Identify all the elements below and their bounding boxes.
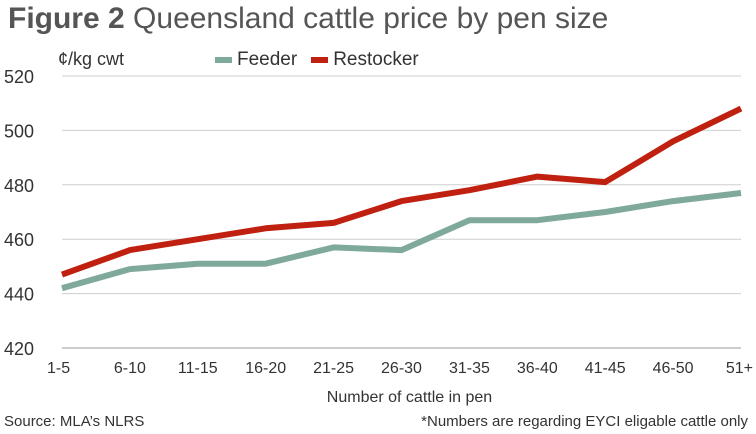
- legend: Feeder Restocker: [215, 49, 433, 71]
- legend-item-restocker: Restocker: [311, 49, 419, 71]
- y-tick-label-460: 460: [4, 230, 34, 250]
- x-tick-label-16-20: 16-20: [245, 360, 286, 377]
- source-note: Source: MLA’s NLRS: [4, 413, 145, 430]
- y-tick-label-420: 420: [4, 339, 34, 359]
- x-tick-label-36-40: 36-40: [517, 360, 558, 377]
- figure-label: Figure 2: [8, 2, 125, 35]
- y-tick-label-520: 520: [4, 67, 34, 87]
- figure-title: Queensland cattle price by pen size: [133, 2, 609, 35]
- legend-swatch-feeder: [215, 57, 232, 63]
- y-tick-label-480: 480: [4, 176, 34, 196]
- x-tick-label-51+: 51+: [726, 360, 753, 377]
- y-tick-label-500: 500: [4, 121, 34, 141]
- y-axis-unit: ¢/kg cwt: [58, 49, 125, 69]
- series-line-feeder: [61, 190, 742, 292]
- legend-label-feeder: Feeder: [237, 49, 298, 70]
- eligibility-note: *Numbers are regarding EYCI eligable cat…: [421, 413, 748, 430]
- legend-swatch-restocker: [311, 57, 329, 63]
- legend-label-restocker: Restocker: [333, 49, 419, 70]
- chart-title: Figure 2 Queensland cattle price by pen …: [8, 2, 608, 36]
- x-tick-label-46-50: 46-50: [653, 360, 694, 377]
- x-axis-title: Number of cattle in pen: [327, 389, 492, 406]
- x-tick-label-11-15: 11-15: [178, 360, 218, 377]
- x-tick-label-1-5: 1-5: [47, 360, 70, 377]
- x-tick-label-6-10: 6-10: [114, 360, 146, 377]
- y-tick-label-440: 440: [4, 285, 34, 305]
- legend-item-feeder: Feeder: [215, 49, 297, 71]
- x-tick-label-31-35: 31-35: [449, 360, 490, 377]
- x-tick-label-26-30: 26-30: [381, 360, 422, 377]
- x-tick-label-21-25: 21-25: [313, 360, 354, 377]
- x-tick-label-41-45: 41-45: [585, 360, 626, 377]
